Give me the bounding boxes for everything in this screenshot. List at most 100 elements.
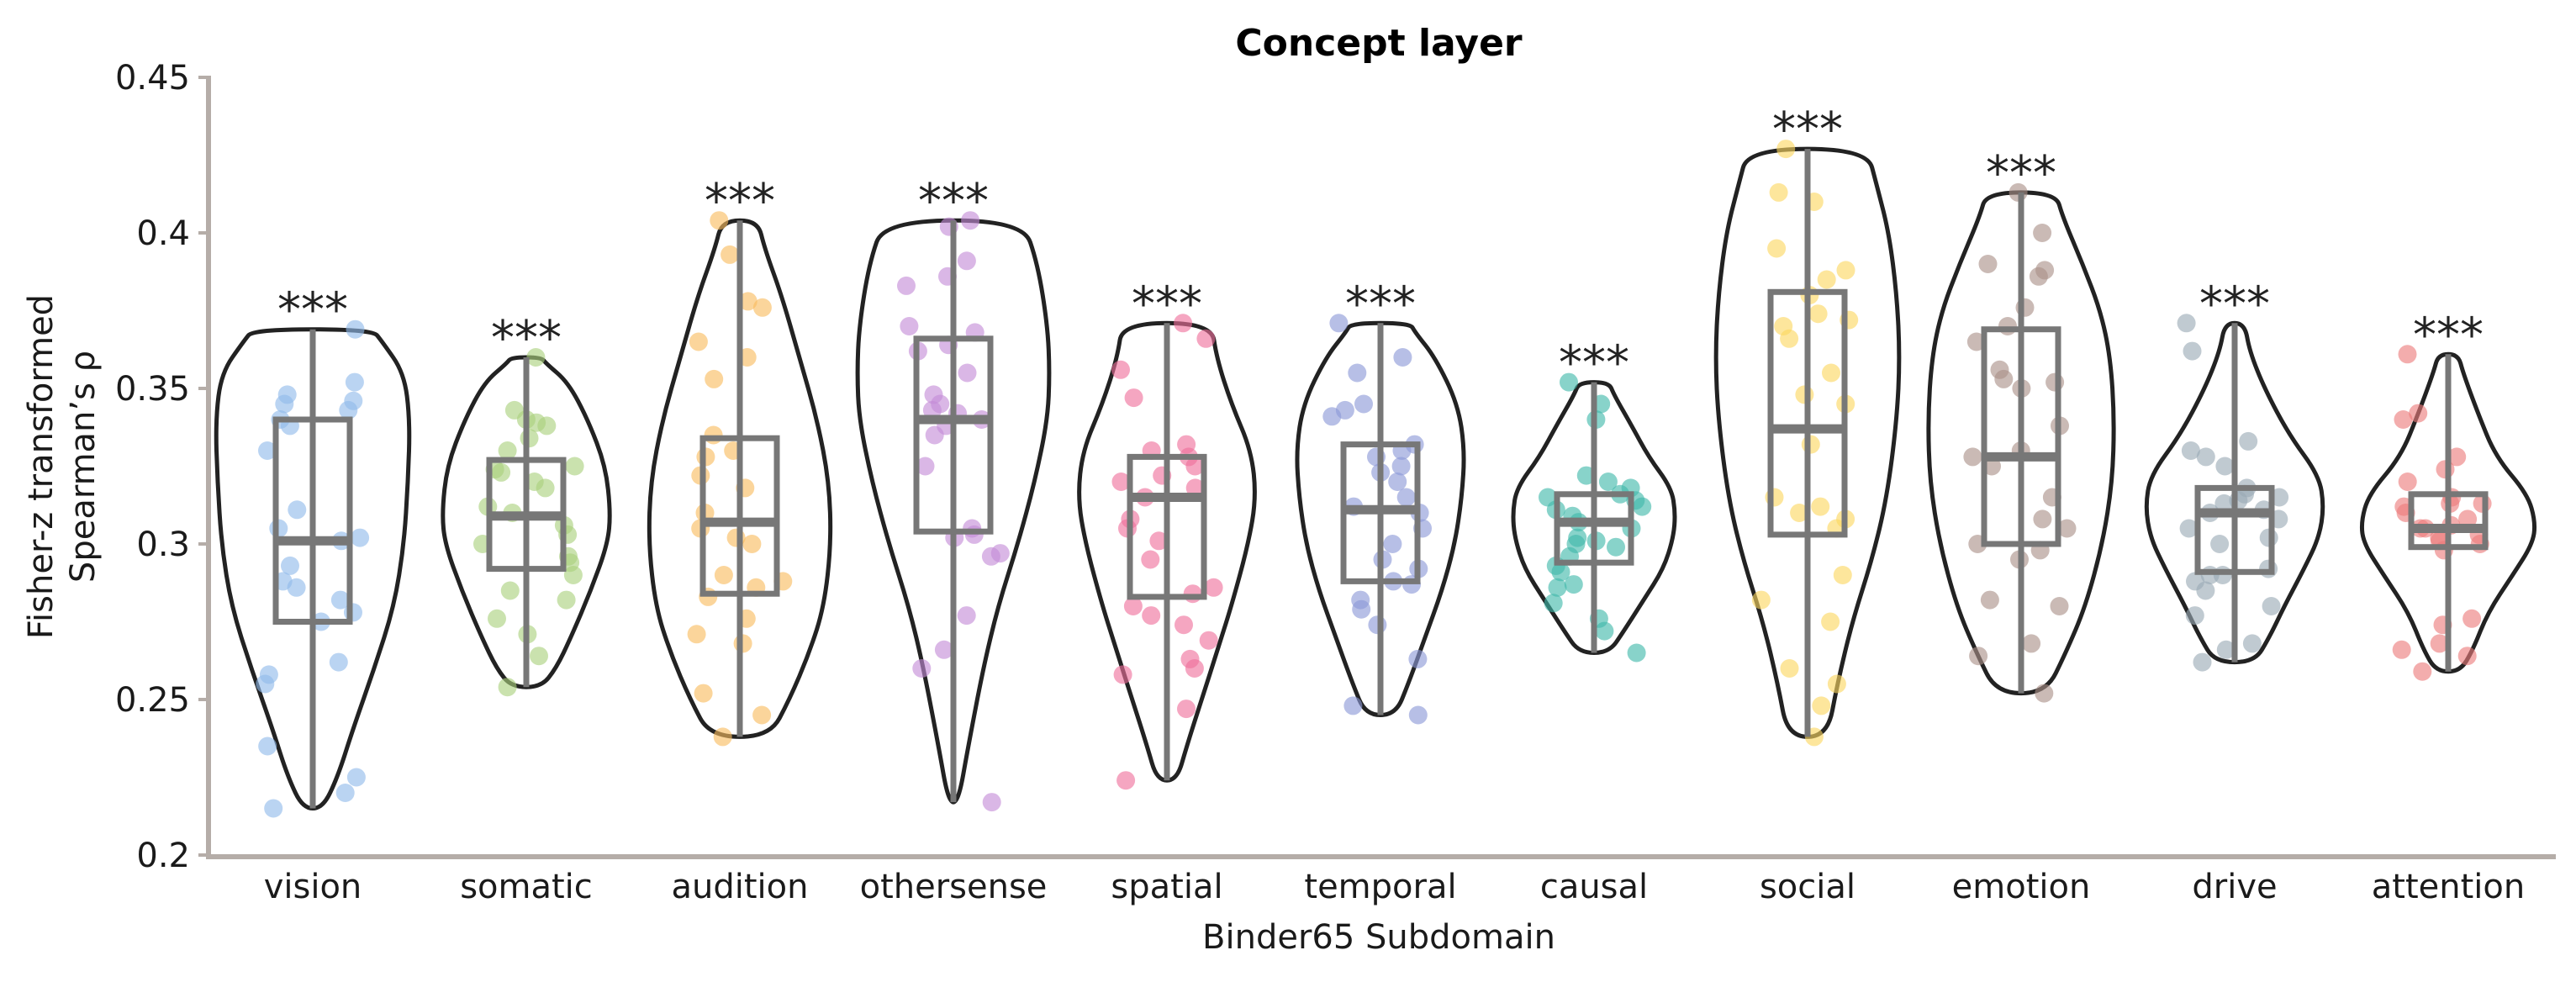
y-tick-label: 0.2 [136, 837, 190, 875]
data-point [1174, 314, 1193, 333]
data-point [934, 640, 953, 659]
data-point [1111, 473, 1131, 491]
x-tick-label: spatial [1111, 868, 1222, 906]
data-point [1978, 255, 1998, 273]
data-point [714, 566, 733, 584]
data-point [2050, 597, 2069, 615]
data-point [288, 500, 307, 520]
data-point [2259, 559, 2278, 578]
data-point [2186, 572, 2204, 591]
data-point [1396, 488, 1416, 507]
data-point [2398, 345, 2417, 364]
significance-label: *** [1772, 103, 1843, 157]
data-point [1183, 584, 1202, 604]
significance-label: *** [705, 174, 775, 229]
violin-group-causal: *** [1511, 336, 1677, 663]
significance-label: *** [277, 283, 348, 338]
data-point [982, 793, 1001, 812]
data-point [1801, 435, 1820, 454]
iqr-box [2408, 491, 2489, 551]
data-point [1564, 575, 1583, 594]
data-point [689, 332, 708, 351]
data-point [1795, 385, 1814, 404]
data-point [1149, 531, 1169, 551]
data-point [2239, 431, 2258, 451]
data-point [752, 705, 772, 725]
data-point [1335, 400, 1354, 420]
data-point [1185, 478, 1205, 498]
x-axis-label: Binder65 Subdomain [1202, 918, 1555, 957]
iqr-box [699, 435, 780, 597]
x-tick-label: drive [2192, 868, 2277, 906]
data-point [2196, 447, 2215, 467]
data-point [1998, 317, 2017, 335]
data-point [2458, 509, 2478, 529]
data-point [1348, 363, 1367, 383]
violin-group-temporal: *** [1295, 277, 1466, 725]
y-tick-label: 0.4 [136, 214, 190, 253]
data-point [345, 372, 364, 392]
y-ticks: 0.2 0.25 0.3 0.35 0.4 0.45 [115, 59, 209, 875]
data-point [1836, 261, 1855, 280]
data-point [1343, 696, 1363, 715]
data-point [1966, 332, 1986, 351]
violin-group-attention: *** [2359, 308, 2537, 681]
x-tick-label: vision [264, 868, 362, 906]
data-point [1124, 388, 1143, 408]
data-point [1963, 447, 1982, 467]
data-point [1388, 473, 1407, 491]
data-point [1751, 590, 1771, 610]
data-point [1199, 631, 1218, 650]
data-point [557, 590, 576, 610]
data-point [2262, 597, 2281, 615]
data-point [705, 369, 724, 388]
data-point [329, 652, 348, 672]
data-point [1180, 649, 1200, 668]
data-point [281, 556, 299, 575]
data-point [1391, 457, 1411, 476]
data-point [1827, 674, 1846, 694]
data-point [2045, 372, 2065, 392]
y-axis-label: Fisher-z transformed Spearman’s ρ [22, 294, 103, 639]
data-point [1774, 317, 1793, 335]
data-point [2398, 473, 2417, 491]
data-point [2183, 341, 2202, 361]
data-point [1141, 550, 1160, 569]
significance-label: *** [1345, 277, 1416, 331]
data-point [916, 457, 935, 476]
data-point [1560, 372, 1578, 392]
data-point [1821, 612, 1840, 631]
data-point [924, 385, 943, 404]
significance-label: *** [1559, 336, 1629, 391]
data-point [1383, 535, 1402, 553]
x-tick-label: somatic [460, 868, 593, 906]
data-point [264, 799, 283, 818]
data-point [694, 684, 713, 703]
data-point [530, 647, 548, 666]
data-point [1548, 578, 1567, 597]
x-tick-label: social [1760, 868, 1855, 906]
x-tick-label: othersense [860, 868, 1048, 906]
x-tick-label: causal [1540, 868, 1648, 906]
data-point [1116, 771, 1136, 790]
data-point [1811, 497, 1830, 516]
data-point [1177, 700, 1196, 719]
data-point [1812, 696, 1831, 715]
data-point [1408, 705, 1428, 725]
data-point [1598, 473, 1618, 491]
data-point [1990, 360, 2009, 379]
data-point [1408, 649, 1428, 668]
data-point [1767, 239, 1787, 258]
data-point [2457, 647, 2477, 666]
data-point [1329, 314, 1349, 333]
data-point [1196, 329, 1216, 348]
data-point [1817, 270, 1836, 289]
data-point [957, 606, 976, 626]
iqr-box [272, 416, 353, 625]
iqr-box [913, 335, 994, 535]
data-point [713, 727, 732, 747]
violin-group-othersense: *** [855, 174, 1052, 812]
data-point [1368, 615, 1387, 635]
data-point [2213, 566, 2232, 584]
violin-group-vision: *** [214, 283, 412, 818]
